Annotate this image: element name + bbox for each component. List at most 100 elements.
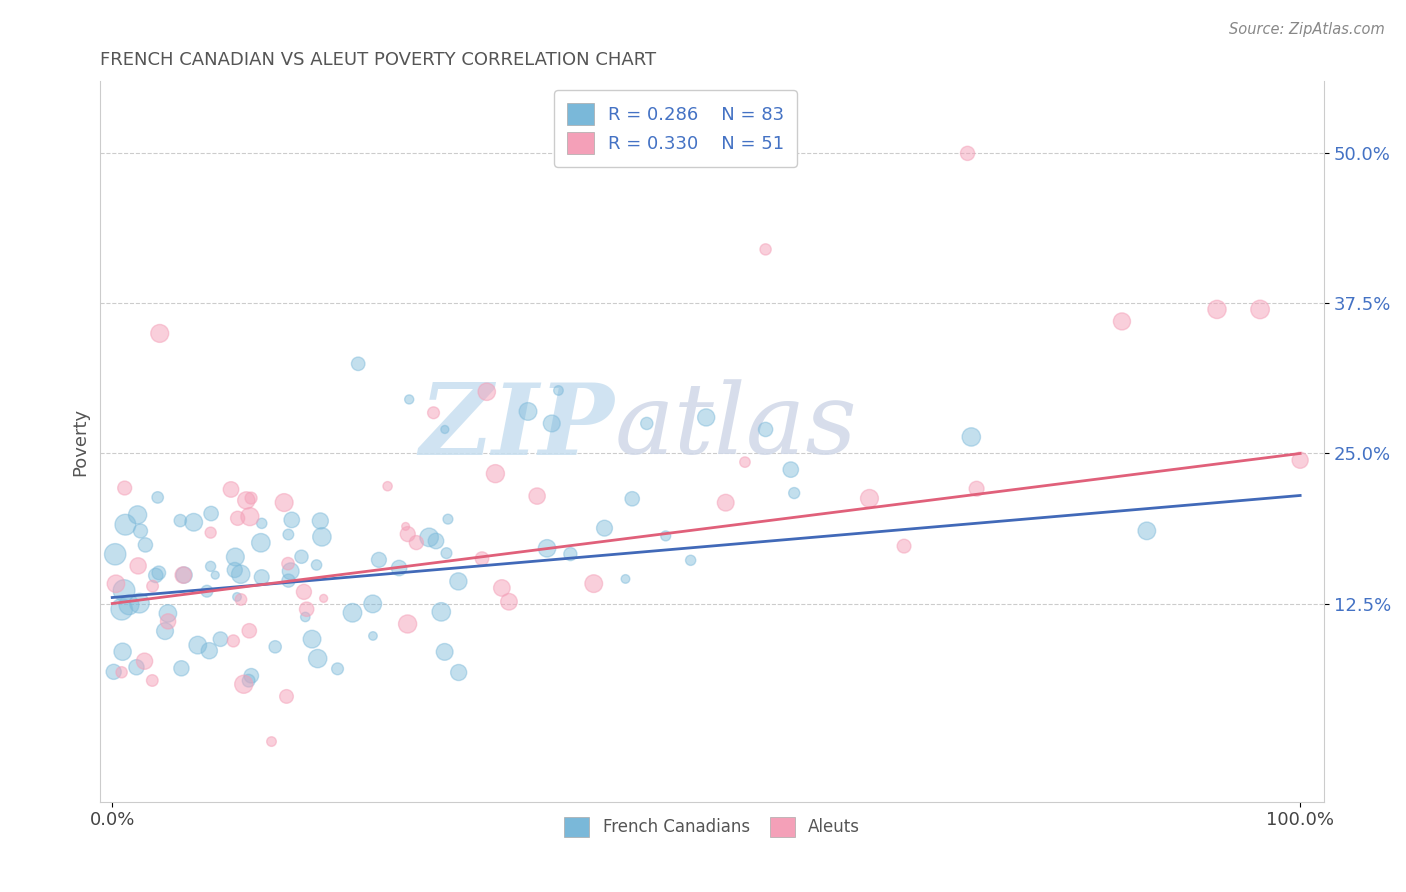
Point xyxy=(398,392,420,407)
Point xyxy=(582,576,605,591)
Point xyxy=(422,406,444,420)
Point xyxy=(200,525,222,540)
Point xyxy=(347,357,370,371)
Point xyxy=(307,651,329,665)
Point xyxy=(129,524,152,538)
Text: Source: ZipAtlas.com: Source: ZipAtlas.com xyxy=(1229,22,1385,37)
Point xyxy=(491,581,513,595)
Point xyxy=(204,568,226,582)
Point xyxy=(1249,302,1271,317)
Point xyxy=(547,384,569,398)
Point xyxy=(281,513,304,527)
Point xyxy=(1206,302,1229,317)
Point xyxy=(783,486,806,500)
Point xyxy=(226,511,249,525)
Point xyxy=(614,572,637,586)
Point xyxy=(200,507,222,521)
Point xyxy=(292,585,315,599)
Point xyxy=(114,481,136,495)
Point xyxy=(183,515,205,529)
Point xyxy=(170,661,193,675)
Point xyxy=(239,509,262,524)
Point xyxy=(229,592,252,607)
Point xyxy=(250,570,273,584)
Point xyxy=(104,547,127,561)
Point xyxy=(447,665,470,680)
Point xyxy=(447,574,470,589)
Point xyxy=(264,640,287,654)
Point xyxy=(301,632,323,647)
Point xyxy=(277,557,299,571)
Point xyxy=(157,615,180,629)
Point xyxy=(114,517,136,532)
Point xyxy=(471,551,494,566)
Point xyxy=(679,553,702,567)
Point xyxy=(858,491,880,506)
Point xyxy=(295,602,318,616)
Point xyxy=(229,567,252,582)
Point xyxy=(142,579,165,593)
Point xyxy=(396,527,419,541)
Point xyxy=(695,410,717,425)
Point xyxy=(636,417,658,431)
Point xyxy=(125,660,148,674)
Point xyxy=(111,602,134,616)
Point xyxy=(966,482,988,496)
Point xyxy=(219,483,242,497)
Point xyxy=(224,549,246,564)
Text: FRENCH CANADIAN VS ALEUT POVERTY CORRELATION CHART: FRENCH CANADIAN VS ALEUT POVERTY CORRELA… xyxy=(100,51,657,69)
Point xyxy=(311,530,333,544)
Legend: French Canadians, Aleuts: French Canadians, Aleuts xyxy=(558,810,866,844)
Point xyxy=(396,617,419,632)
Point xyxy=(156,607,179,621)
Point xyxy=(388,561,411,575)
Point xyxy=(368,553,391,567)
Point xyxy=(734,455,756,469)
Point xyxy=(240,491,263,505)
Point xyxy=(1289,453,1312,467)
Point xyxy=(128,596,150,610)
Point xyxy=(714,496,737,510)
Point xyxy=(395,519,418,533)
Point xyxy=(956,146,979,161)
Point xyxy=(361,597,384,611)
Point xyxy=(540,417,562,431)
Point xyxy=(195,584,218,599)
Point xyxy=(593,521,616,535)
Point xyxy=(430,605,453,619)
Point xyxy=(755,243,778,257)
Point xyxy=(277,527,299,541)
Point xyxy=(104,576,127,591)
Point xyxy=(224,563,246,577)
Point xyxy=(173,568,195,582)
Point xyxy=(498,595,520,609)
Point xyxy=(238,673,260,688)
Point xyxy=(326,662,349,676)
Point xyxy=(361,629,384,643)
Point xyxy=(309,514,332,528)
Point xyxy=(240,669,263,683)
Point xyxy=(433,645,456,659)
Point xyxy=(484,467,506,481)
Point xyxy=(118,598,141,612)
Point xyxy=(250,516,273,531)
Point xyxy=(560,547,582,561)
Point xyxy=(277,574,299,588)
Point xyxy=(517,404,540,418)
Point xyxy=(475,384,498,399)
Point xyxy=(377,479,399,493)
Point xyxy=(127,508,149,522)
Text: ZIP: ZIP xyxy=(419,379,614,475)
Point xyxy=(169,514,191,528)
Point xyxy=(250,535,273,549)
Point xyxy=(1111,314,1133,328)
Point xyxy=(294,610,316,624)
Point xyxy=(536,541,558,556)
Point xyxy=(226,590,249,604)
Point xyxy=(273,495,295,509)
Point xyxy=(260,734,283,748)
Point xyxy=(621,491,644,506)
Point xyxy=(418,530,440,544)
Point xyxy=(134,654,156,668)
Point xyxy=(290,549,312,564)
